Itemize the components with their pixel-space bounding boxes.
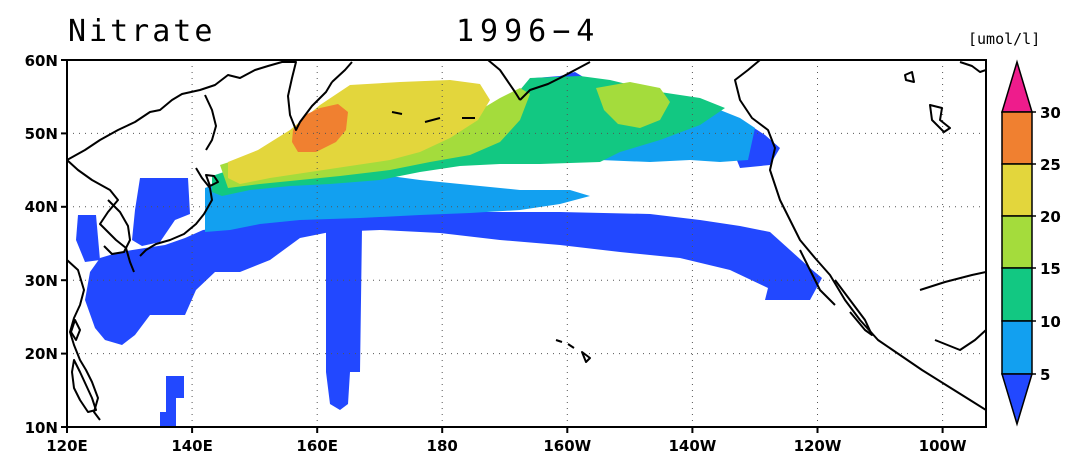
colorbar-extend-bottom bbox=[1000, 373, 1034, 427]
y-tick-marks bbox=[61, 59, 67, 428]
colorbar-extend-top bbox=[1000, 59, 1034, 113]
level-25-region bbox=[228, 80, 490, 184]
colorbar: 30 25 20 15 10 5 bbox=[1000, 59, 1061, 427]
x-tick-label: 160E bbox=[296, 437, 338, 455]
x-tick-label: 120W bbox=[794, 437, 842, 455]
y-tick-label: 20N bbox=[25, 345, 58, 363]
map-date: 1996−4 bbox=[456, 14, 601, 49]
x-tick-marks bbox=[66, 427, 944, 433]
map-title: Nitrate bbox=[68, 14, 216, 49]
colorbar-ticks bbox=[1032, 111, 1036, 375]
x-tick-label: 100W bbox=[919, 437, 967, 455]
colorbar-segment bbox=[1001, 267, 1033, 322]
x-tick-label: 140W bbox=[668, 437, 716, 455]
colorbar-label: 10 bbox=[1040, 313, 1061, 331]
y-tick-label: 50N bbox=[25, 125, 58, 143]
colorbar-segment bbox=[1001, 111, 1033, 165]
level-30-region bbox=[292, 104, 348, 152]
y-tick-label: 60N bbox=[25, 52, 58, 70]
colorbar-label: 25 bbox=[1040, 156, 1061, 174]
x-tick-label: 120E bbox=[46, 437, 88, 455]
colorbar-units: [umol/l] bbox=[968, 30, 1041, 48]
nitrate-field bbox=[76, 72, 822, 426]
y-tick-label: 30N bbox=[25, 272, 58, 290]
colorbar-label: 20 bbox=[1040, 208, 1061, 226]
y-tick-label: 40N bbox=[25, 198, 58, 216]
colorbar-segment bbox=[1001, 215, 1033, 269]
x-tick-label: 180 bbox=[427, 437, 458, 455]
plot-frame bbox=[66, 59, 987, 428]
x-tick-label: 160W bbox=[543, 437, 591, 455]
y-tick-label: 10N bbox=[25, 419, 58, 437]
colorbar-label: 5 bbox=[1040, 366, 1050, 384]
colorbar-label: 30 bbox=[1040, 104, 1061, 122]
x-tick-label: 140E bbox=[171, 437, 213, 455]
level-5-region bbox=[76, 72, 822, 426]
colorbar-segment bbox=[1001, 320, 1033, 375]
colorbar-segment bbox=[1001, 163, 1033, 217]
colorbar-label: 15 bbox=[1040, 260, 1061, 278]
coastlines bbox=[67, 60, 986, 421]
